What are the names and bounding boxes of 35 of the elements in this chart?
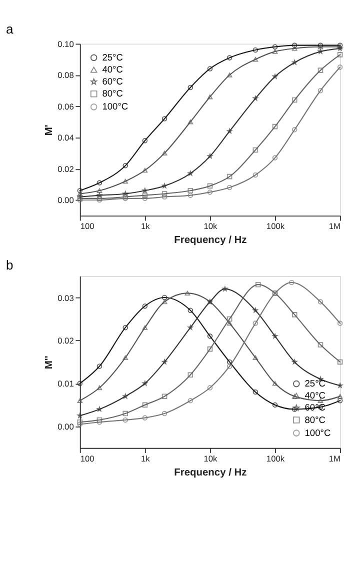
y-tick-label: 0.01 (58, 378, 74, 389)
y-tick-label: 0.04 (58, 132, 74, 143)
legend-label: 80°C (304, 414, 326, 425)
x-tick-label: 100k (266, 221, 286, 232)
x-tick-label: 1M (328, 221, 341, 232)
chart-title: a (6, 22, 14, 37)
chart-title: b (6, 258, 14, 273)
legend-label: 60°C (102, 76, 124, 87)
y-axis-title: M'' (44, 356, 56, 370)
legend-label: 40°C (304, 390, 326, 401)
legend-label: 100°C (102, 102, 128, 112)
y-tick-label: 0.02 (58, 164, 74, 174)
x-tick-label: 1M (328, 453, 341, 464)
legend-label: 100°C (304, 428, 331, 438)
legend-label: 80°C (102, 88, 124, 99)
legend-label: 25°C (304, 378, 326, 389)
x-tick-label: 100k (266, 453, 286, 464)
x-axis-title: Frequency / Hz (174, 235, 247, 246)
x-tick-label: 1k (140, 221, 151, 232)
legend-label: 40°C (102, 64, 124, 75)
x-axis-title: Frequency / Hz (174, 467, 247, 478)
x-tick-label: 100 (80, 221, 95, 232)
legend-label: 25°C (102, 52, 124, 62)
y-tick-label: 0.03 (58, 292, 74, 303)
y-tick-label: 0.00 (58, 195, 74, 206)
x-tick-label: 100 (80, 453, 95, 464)
y-tick-label: 0.06 (58, 101, 74, 112)
x-tick-label: 10k (204, 453, 218, 464)
y-axis-title: M' (44, 124, 56, 136)
y-tick-label: 0.02 (58, 336, 74, 346)
x-tick-label: 10k (204, 221, 218, 232)
y-tick-label: 0.10 (58, 38, 74, 49)
x-tick-label: 1k (140, 453, 151, 464)
y-tick-label: 0.08 (58, 70, 74, 80)
y-tick-label: 0.00 (58, 422, 74, 432)
